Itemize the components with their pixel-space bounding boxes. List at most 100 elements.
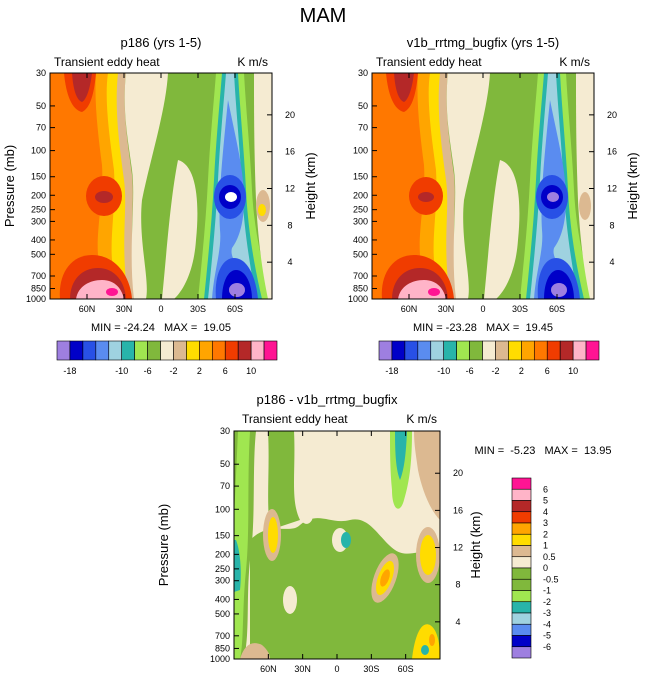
colorbar-label: -3: [543, 608, 551, 618]
colorbar-swatch: [173, 340, 187, 361]
y-tick-label: 150: [353, 172, 368, 182]
colorbar-swatch: [511, 590, 532, 603]
x-tick-label: 0: [334, 664, 339, 674]
colorbar-swatch: [511, 488, 532, 501]
y-tick-label: 30: [36, 68, 46, 78]
colorbar-swatch: [511, 612, 532, 625]
x-tick-label: 30N: [438, 304, 455, 314]
x-tick-label: 60S: [227, 304, 243, 314]
pos-blob-nh-lower: [283, 586, 297, 614]
colorbar-label: 2: [543, 529, 548, 539]
colorbar-swatch: [391, 340, 406, 361]
y-tick-label: 100: [215, 504, 230, 514]
colorbar-swatch: [511, 477, 532, 490]
colorbar-swatch: [511, 646, 532, 659]
colorbar-label: -18: [385, 366, 398, 376]
y-tick-label: 50: [358, 101, 368, 111]
colorbar-swatch: [443, 340, 457, 361]
neg-blob-trop: [341, 532, 351, 548]
tropics-0to2: [124, 73, 168, 299]
colorbar-label: 0.5: [543, 552, 556, 562]
colorbar-label: 6: [545, 366, 550, 376]
y-tick-label: 100: [353, 146, 368, 156]
colorbar-label: -10: [437, 366, 450, 376]
y-tick-label: 850: [31, 284, 46, 294]
colorbar-label: -5: [543, 631, 551, 641]
colorbar-swatch: [456, 340, 470, 361]
sfc-sh-max: [429, 634, 435, 646]
colorbar-label: -4: [543, 619, 551, 629]
colorbar-swatch: [108, 340, 123, 361]
x-tick-label: 60S: [398, 664, 414, 674]
top-max-10to12: [72, 73, 92, 102]
colorbar-swatch: [134, 340, 148, 361]
panel-1-ylabel-right: Height (km): [303, 152, 318, 219]
panel-1-title: p186 (yrs 1-5): [121, 35, 202, 50]
mid-max-10to12: [418, 192, 434, 202]
height-tick-label: 20: [607, 110, 617, 120]
mid-neg-area: [268, 431, 300, 530]
y-tick-label: 70: [36, 123, 46, 133]
colorbar-swatch: [378, 340, 393, 361]
sfc-sh-pos: [412, 624, 440, 659]
colorbar-swatch: [56, 340, 71, 361]
panel-1-left-string: Transient eddy heat: [54, 55, 160, 69]
colorbar-label: 10: [246, 366, 256, 376]
panel-1-stats: MIN = -24.24 MAX = 19.05: [91, 322, 231, 334]
height-tick-label: 20: [453, 468, 463, 478]
panel-2-contours: [372, 73, 594, 299]
colorbar-swatch: [199, 340, 213, 361]
y-tick-label: 850: [215, 643, 230, 653]
colorbar-label: -1: [543, 586, 551, 596]
colorbar-swatch: [533, 340, 548, 361]
sh-jet-core: [547, 192, 559, 202]
panel-3-right-string: K m/s: [406, 412, 437, 426]
y-tick-label: 70: [220, 481, 230, 491]
panel-2: v1b_rrtmg_bugfix (yrs 1-5) Transient edd…: [348, 35, 640, 376]
y-tick-label: 50: [220, 459, 230, 469]
pos-blob-sh-mid-max: [380, 569, 390, 587]
colorbar-swatch: [430, 340, 445, 361]
height-tick-label: 16: [607, 147, 617, 157]
colorbar-label: -2: [169, 366, 177, 376]
x-tick-label: 60N: [79, 304, 96, 314]
y-tick-label: 1000: [210, 654, 230, 664]
colorbar-swatch: [121, 340, 135, 361]
colorbar-swatch: [186, 340, 200, 361]
panel-2-left-string: Transient eddy heat: [376, 55, 482, 69]
height-tick-label: 8: [455, 580, 460, 590]
colorbar-label: 3: [543, 518, 548, 528]
colorbar-swatch: [69, 340, 84, 361]
sfc-max-core: [106, 288, 118, 296]
nh-strip-teal: [234, 540, 241, 592]
colorbar-swatch: [511, 578, 532, 591]
colorbar-swatch: [508, 340, 522, 361]
panel-2-title: v1b_rrtmg_bugfix (yrs 1-5): [407, 35, 559, 50]
sh-pole-0to2: [576, 73, 594, 299]
height-tick-label: 16: [285, 147, 295, 157]
colorbar-swatch: [511, 601, 532, 614]
x-tick-label: 30S: [363, 664, 379, 674]
y-tick-label: 400: [215, 594, 230, 604]
panel-3-axes: 60N 30N 0 30S 60S 30 50 70 100 150 200 250 300 400 500…: [210, 426, 463, 674]
colorbar-swatch: [511, 533, 532, 546]
y-tick-label: 400: [31, 235, 46, 245]
colorbar-swatch: [546, 340, 561, 361]
colorbar-swatch: [495, 340, 509, 361]
colorbar-swatch: [250, 340, 265, 361]
colorbar-label: 0: [543, 563, 548, 573]
colorbar-label: 2: [519, 366, 524, 376]
sfc-max-core: [428, 288, 440, 296]
sh-upper-neg-core: [395, 431, 407, 480]
x-tick-label: 30N: [116, 304, 133, 314]
height-tick-label: 4: [455, 617, 460, 627]
x-tick-label: 60N: [401, 304, 418, 314]
colorbar-swatch: [511, 567, 532, 580]
x-tick-label: 0: [480, 304, 485, 314]
y-tick-label: 700: [215, 631, 230, 641]
colorbar-label: -18: [63, 366, 76, 376]
y-tick-label: 250: [353, 205, 368, 215]
colorbar-swatch: [511, 511, 532, 524]
